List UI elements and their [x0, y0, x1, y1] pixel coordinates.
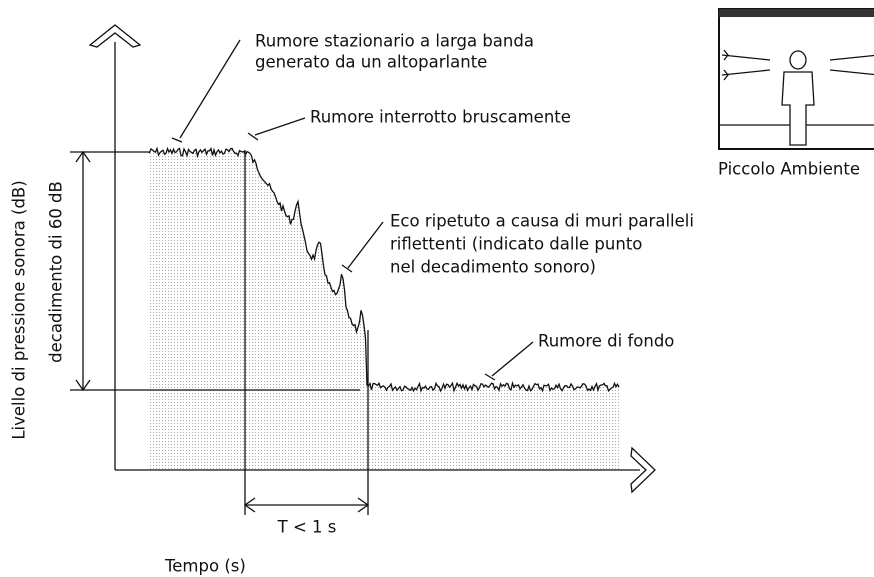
- annotation: Eco ripetuto a causa di muri paralleli: [390, 212, 694, 231]
- decay-label: decadimento di 60 dB: [47, 181, 66, 363]
- annotation: riflettenti (indicato dalle punto: [390, 235, 642, 254]
- diagram: Livello di pressione sonora (dB) decadim…: [0, 0, 874, 577]
- shaded-area: [148, 148, 620, 470]
- inset-room: [719, 9, 874, 149]
- annotation: Rumore di fondo: [538, 332, 674, 351]
- inset-label: Piccolo Ambiente: [718, 160, 860, 179]
- leader: [342, 222, 383, 272]
- x-label: Tempo (s): [164, 557, 246, 576]
- annotation: nel decadimento sonoro): [390, 258, 596, 277]
- leader: [172, 40, 240, 142]
- leader: [248, 118, 305, 140]
- leader: [485, 342, 533, 380]
- annotation: Rumore interrotto bruscamente: [310, 108, 571, 127]
- y-label: Livello di pressione sonora (dB): [10, 180, 29, 439]
- time-label: T < 1 s: [277, 518, 337, 537]
- annotation: Rumore stazionario a larga banda: [255, 32, 534, 51]
- annotation: generato da un altoparlante: [255, 53, 487, 72]
